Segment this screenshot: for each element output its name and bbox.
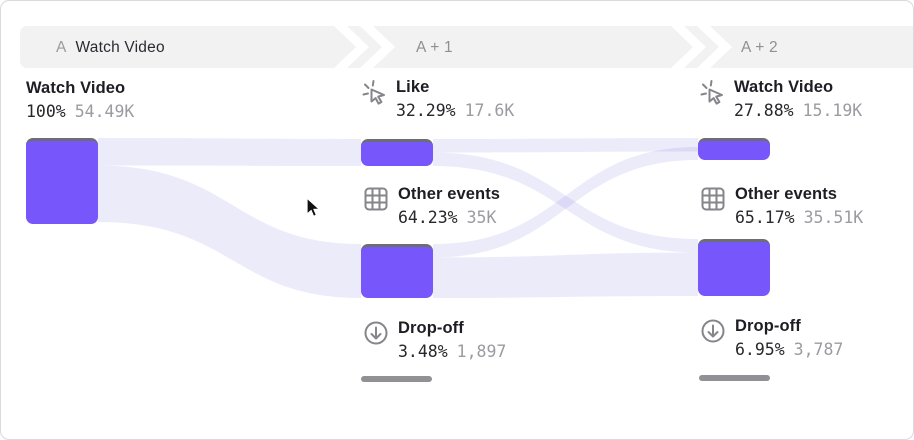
breadcrumb-step-1[interactable]: A Watch Video <box>56 39 165 57</box>
event-stats: 27.88% 15.19K <box>734 101 862 120</box>
breadcrumb-bands <box>20 26 914 68</box>
event-percent: 32.29% <box>396 101 456 120</box>
event-name: Drop-off <box>398 319 464 337</box>
event-name: Watch Video <box>734 78 834 96</box>
event-card-like: Like 32.29% 17.6K <box>360 78 514 120</box>
sankey-node-watch-video-step3[interactable] <box>698 138 770 160</box>
step-label: A + 2 <box>741 39 778 56</box>
event-name: Other events <box>398 185 501 203</box>
sankey-node-like[interactable] <box>361 139 433 166</box>
drop-off-bar-step3[interactable] <box>699 375 770 381</box>
sankey-node-other-events-step2[interactable] <box>361 244 433 298</box>
event-percent: 64.23% <box>398 208 458 227</box>
grid-icon <box>701 187 725 211</box>
sankey-node-watch-video-step1[interactable] <box>26 138 98 224</box>
event-stats: 65.17% 35.51K <box>735 208 863 227</box>
event-count: 35K <box>466 208 497 227</box>
flow-like-to-watchvideo2[interactable] <box>433 138 698 153</box>
step-letter: A <box>56 39 67 56</box>
step-label: A + 1 <box>416 39 453 56</box>
event-name: Drop-off <box>735 317 801 335</box>
event-count: 15.19K <box>802 101 863 120</box>
breadcrumb-step-3[interactable]: A + 2 <box>741 39 778 57</box>
event-name: Watch Video <box>26 79 126 97</box>
grid-icon <box>364 187 388 211</box>
drop-off-arrow-icon <box>701 319 725 343</box>
event-card-other-events-step2: Other events 64.23% 35K <box>362 185 500 227</box>
event-count: 54.49K <box>74 102 135 121</box>
event-stats: 3.48% 1,897 <box>398 342 506 361</box>
sankey-flows <box>98 138 698 298</box>
event-card-drop-off-step2: Drop-off 3.48% 1,897 <box>362 319 506 361</box>
event-card-watch-video-step1: Watch Video 100% 54.49K <box>26 79 134 121</box>
event-percent: 3.48% <box>398 342 448 361</box>
event-card-other-events-step3: Other events 65.17% 35.51K <box>699 185 863 227</box>
event-percent: 100% <box>26 102 66 121</box>
breadcrumb-band-1[interactable] <box>20 26 356 68</box>
breadcrumb-step-2[interactable]: A + 1 <box>416 39 453 57</box>
click-cursor-icon <box>700 80 723 105</box>
drop-off-bar-step2[interactable] <box>361 376 432 382</box>
mouse-cursor-icon <box>306 197 321 218</box>
event-stats: 64.23% 35K <box>398 208 500 227</box>
flow-otherevents-to-otherevents2[interactable] <box>433 252 698 299</box>
click-cursor-icon <box>362 80 385 105</box>
drop-off-arrow-icon <box>364 321 388 345</box>
event-card-drop-off-step3: Drop-off 6.95% 3,787 <box>699 317 843 359</box>
event-stats: 100% 54.49K <box>26 102 134 121</box>
event-stats: 32.29% 17.6K <box>396 101 514 120</box>
chevron-separator-icon <box>347 26 382 68</box>
flow-watchvideo-to-like[interactable] <box>98 138 361 166</box>
event-percent: 65.17% <box>735 208 795 227</box>
flow-watchvideo-to-otherevents[interactable] <box>98 165 361 299</box>
event-name: Other events <box>735 185 838 203</box>
breadcrumb-band-2[interactable] <box>373 26 693 68</box>
event-count: 1,897 <box>456 342 507 361</box>
event-name: Like <box>396 78 430 96</box>
event-count: 35.51K <box>803 208 864 227</box>
flow-like-to-otherevents2[interactable] <box>433 152 698 253</box>
event-count: 3,787 <box>793 340 844 359</box>
event-percent: 27.88% <box>734 101 794 120</box>
event-count: 17.6K <box>464 101 515 120</box>
event-stats: 6.95% 3,787 <box>735 340 843 359</box>
breadcrumb-band-3[interactable] <box>710 26 914 68</box>
event-card-watch-video-step3: Watch Video 27.88% 15.19K <box>698 78 862 120</box>
event-percent: 6.95% <box>735 340 785 359</box>
flow-otherevents-to-watchvideo2[interactable] <box>433 147 698 258</box>
sankey-node-other-events-step3[interactable] <box>698 239 770 296</box>
chevron-separator-icon <box>684 26 719 68</box>
step-label: Watch Video <box>75 39 165 56</box>
